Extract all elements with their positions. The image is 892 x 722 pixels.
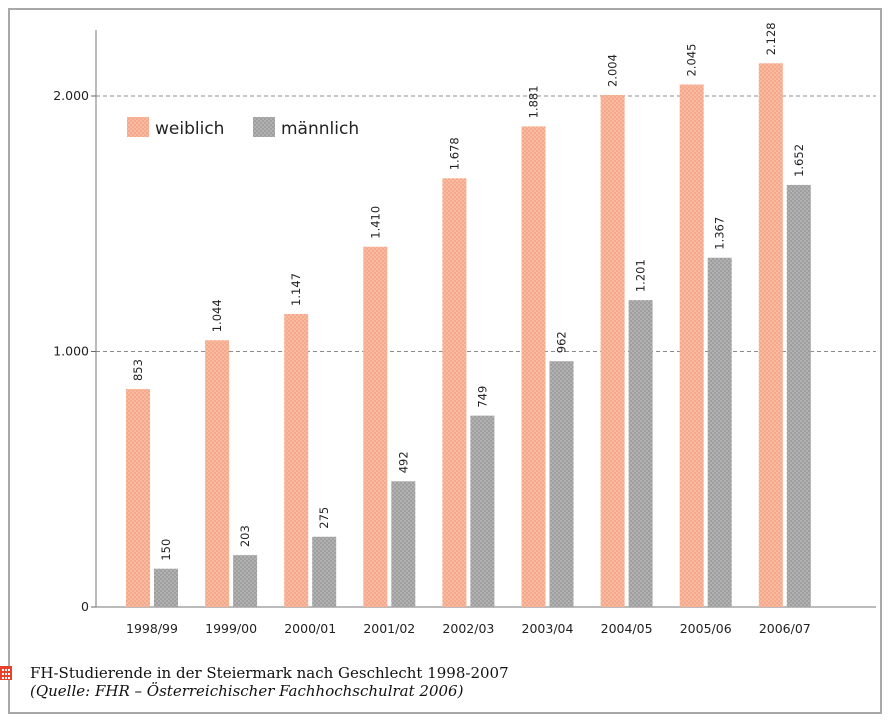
- bar-weiblich: [205, 340, 230, 607]
- bar-maennlich: [786, 184, 811, 607]
- legend-swatch-weiblich: [127, 117, 149, 137]
- y-tick-labels: 0 1.000 2.000: [53, 88, 89, 614]
- x-tick-label: 2002/03: [442, 621, 494, 636]
- data-label: 1.201: [634, 259, 648, 292]
- bar-maennlich: [549, 361, 574, 607]
- bar-weiblich: [284, 313, 309, 607]
- bar-weiblich: [363, 246, 388, 607]
- bar-chart: 0 1.000 2.000 853 150 1.044 203 1.147 275 1.410 4…: [53, 22, 876, 636]
- bar-weiblich: [442, 178, 467, 607]
- x-tick-label: 2004/05: [601, 621, 653, 636]
- legend: weiblich männlich: [127, 117, 359, 139]
- figure-caption: FH-Studierende in der Steiermark nach Ge…: [30, 664, 870, 700]
- bar-maennlich: [154, 568, 178, 607]
- data-label: 203: [238, 525, 252, 547]
- bar-maennlich: [233, 555, 258, 607]
- bar-weiblich: [521, 126, 546, 607]
- x-tick-label: 2001/02: [363, 621, 415, 636]
- y-tick-label: 0: [81, 599, 89, 614]
- data-label: 492: [396, 451, 410, 473]
- data-label: 1.410: [368, 206, 382, 239]
- data-label: 150: [159, 539, 173, 561]
- bar-weiblich: [600, 94, 625, 607]
- x-tick-label: 2006/07: [759, 621, 811, 636]
- data-label: 1.367: [713, 217, 727, 250]
- bar-weiblich: [758, 63, 783, 607]
- bar-maennlich: [391, 481, 416, 607]
- data-label: 2.004: [606, 54, 620, 87]
- grid-icon: [0, 666, 12, 680]
- y-tick-label: 2.000: [53, 88, 89, 103]
- legend-swatch-maennlich: [253, 117, 275, 137]
- data-label: 1.678: [447, 137, 461, 170]
- bar-maennlich: [707, 257, 732, 607]
- legend-label-weiblich: weiblich: [155, 119, 224, 139]
- bar-maennlich: [312, 536, 337, 607]
- bar-weiblich: [679, 84, 704, 607]
- data-label: 1.147: [289, 273, 303, 306]
- data-label: 2.045: [685, 44, 699, 77]
- caption-source: (Quelle: FHR – Österreichischer Fachhoch…: [30, 682, 464, 700]
- data-label: 853: [131, 359, 145, 381]
- x-tick-label: 1998/99: [126, 621, 178, 636]
- legend-label-maennlich: männlich: [281, 119, 359, 139]
- bar-maennlich: [470, 415, 495, 607]
- bars: [126, 63, 811, 607]
- x-tick-label: 2005/06: [680, 621, 732, 636]
- data-label: 1.881: [527, 85, 541, 118]
- x-tick-label: 2000/01: [284, 621, 336, 636]
- data-label: 962: [555, 331, 569, 353]
- x-tick-label: 2003/04: [522, 621, 574, 636]
- data-label: 1.652: [792, 144, 806, 177]
- caption-title: FH-Studierende in der Steiermark nach Ge…: [30, 664, 509, 682]
- bar-weiblich: [126, 389, 150, 607]
- bar-maennlich: [628, 300, 653, 607]
- x-tick-labels: 1998/99 1999/00 2000/01 2001/02 2002/03 2003/…: [126, 621, 811, 636]
- data-label: 1.044: [210, 299, 224, 332]
- x-tick-label: 1999/00: [205, 621, 257, 636]
- data-label: 749: [475, 386, 489, 408]
- data-labels: 853 150 1.044 203 1.147 275 1.410 492 1.678 749 1.…: [131, 22, 806, 560]
- y-tick-label: 1.000: [53, 344, 89, 359]
- data-label: 2.128: [764, 22, 778, 55]
- data-label: 275: [317, 507, 331, 529]
